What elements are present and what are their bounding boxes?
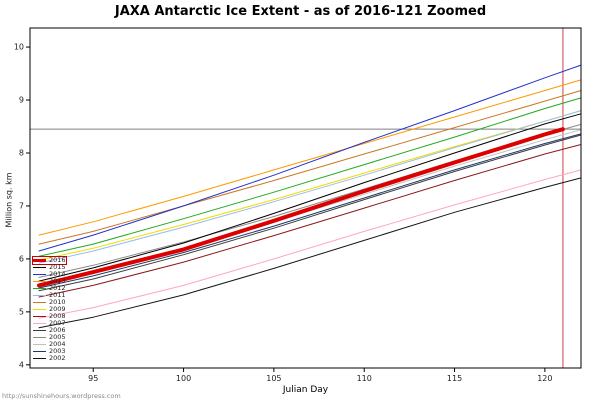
legend-label-2011: 2011 <box>49 291 66 299</box>
series-line-2016 <box>37 127 565 288</box>
series-line-2008 <box>38 144 582 298</box>
legend-item-2016: 2016 <box>32 256 67 265</box>
legend-swatch-2002 <box>33 358 46 359</box>
x-tick-label: 105 <box>266 374 281 383</box>
legend-label-2014: 2014 <box>49 270 66 278</box>
series-line-2002 <box>38 177 582 329</box>
legend-swatch-2016 <box>33 259 46 262</box>
legend-label-2008: 2008 <box>49 312 66 320</box>
watermark-url: http://sunshinehours.wordpress.com <box>2 392 121 400</box>
series-line-2011 <box>38 110 582 264</box>
series-line-2015 <box>38 113 582 282</box>
legend-swatch-2009 <box>33 309 46 310</box>
legend-item-2005: 2005 <box>33 334 66 341</box>
legend-item-2009: 2009 <box>33 306 66 313</box>
y-tick-label: 10 <box>14 43 24 52</box>
legend-swatch-2008 <box>33 316 46 317</box>
legend-label-2016: 2016 <box>49 256 66 264</box>
legend-label-2004: 2004 <box>49 340 66 348</box>
y-tick-label: 8 <box>19 148 24 157</box>
plot-border <box>29 27 582 369</box>
series-line-2009 <box>38 110 582 261</box>
legend-item-2008: 2008 <box>33 313 66 320</box>
legend-label-2005: 2005 <box>49 333 66 341</box>
legend-label-2013: 2013 <box>49 277 66 285</box>
series-line-2006 <box>38 134 582 292</box>
series-line-2007 <box>38 169 582 319</box>
chart-title: JAXA Antarctic Ice Extent - as of 2016-1… <box>114 4 487 19</box>
legend-item-2012: 2012 <box>33 285 66 292</box>
legend-item-2007: 2007 <box>33 320 66 327</box>
legend-item-2002: 2002 <box>33 355 66 362</box>
x-tick-label: 110 <box>357 374 372 383</box>
legend-swatch-2011 <box>33 295 46 296</box>
legend-swatch-2010 <box>33 302 46 303</box>
series-line-2010 <box>38 90 582 245</box>
legend-label-2003: 2003 <box>49 347 66 355</box>
legend: 2016 2015 2014 2013 2012 2011 2010 2009 2008 2007… <box>32 256 67 362</box>
x-tick-label: 120 <box>537 374 552 383</box>
y-tick-label: 4 <box>19 360 24 369</box>
legend-swatch-2005 <box>33 337 46 338</box>
legend-label-2007: 2007 <box>49 319 66 327</box>
legend-item-2013: 2013 <box>33 278 66 285</box>
x-tick-label: 100 <box>176 374 191 383</box>
series-line-2003 <box>38 133 582 289</box>
legend-item-2014: 2014 <box>33 271 66 278</box>
legend-swatch-2007 <box>33 323 46 324</box>
y-tick-label: 6 <box>19 254 24 263</box>
legend-label-2012: 2012 <box>49 284 66 292</box>
y-axis-label: Million sq. km <box>4 172 14 228</box>
legend-item-2004: 2004 <box>33 341 66 348</box>
legend-item-2006: 2006 <box>33 327 66 334</box>
series-line-2012 <box>38 97 582 257</box>
y-tick-label: 7 <box>19 201 24 210</box>
legend-item-2010: 2010 <box>33 299 66 306</box>
legend-swatch-2004 <box>33 344 46 345</box>
series-line-2014 <box>38 64 582 252</box>
legend-swatch-2006 <box>33 330 46 331</box>
series-line-2013 <box>38 79 582 236</box>
y-tick-label: 5 <box>19 307 24 316</box>
legend-swatch-2015 <box>33 267 46 268</box>
legend-swatch-2014 <box>33 274 46 275</box>
legend-label-2002: 2002 <box>49 354 66 362</box>
legend-label-2009: 2009 <box>49 305 66 313</box>
legend-item-2003: 2003 <box>33 348 66 355</box>
legend-swatch-2013 <box>33 281 46 282</box>
legend-item-2015: 2015 <box>33 264 66 271</box>
x-tick-label: 115 <box>447 374 462 383</box>
legend-item-2011: 2011 <box>33 292 66 299</box>
x-axis-label: Julian Day <box>282 385 329 395</box>
legend-label-2006: 2006 <box>49 326 66 334</box>
legend-label-2015: 2015 <box>49 263 66 271</box>
legend-label-2010: 2010 <box>49 298 66 306</box>
x-tick-label: 95 <box>88 374 98 383</box>
legend-swatch-2012 <box>33 288 46 289</box>
legend-swatch-2003 <box>33 351 46 352</box>
y-tick-label: 9 <box>19 96 24 105</box>
